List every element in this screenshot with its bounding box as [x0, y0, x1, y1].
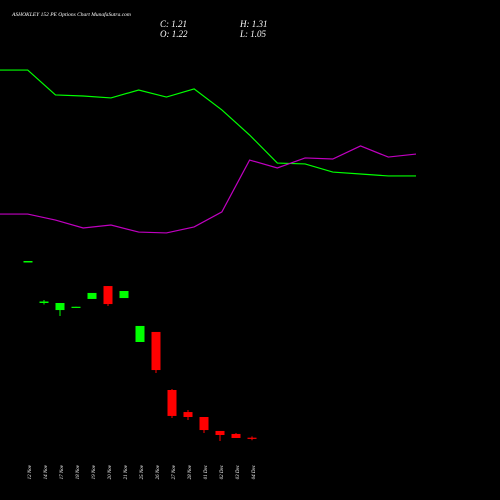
x-tick-label: 21 Nov: [124, 464, 129, 479]
candle-body: [151, 331, 161, 371]
ohlc-label: H: 1.31: [239, 19, 268, 29]
ohlc-label: C: 1.21: [160, 19, 187, 29]
x-tick-label: 25 Nov: [140, 464, 145, 479]
candle-body: [71, 306, 81, 308]
candle-body: [183, 412, 193, 417]
x-tick-label: 19 Nov: [92, 464, 97, 479]
candle-body: [23, 261, 33, 263]
x-tick-label: 03 Dec: [236, 464, 241, 479]
candle-body: [135, 325, 145, 342]
candle-body: [199, 417, 209, 431]
chart-title: ASHOKLEY 152 PE Options Chart MunafaSutr…: [11, 11, 131, 18]
candle-body: [119, 291, 129, 299]
x-tick-label: 17 Nov: [60, 464, 65, 479]
candle-body: [87, 292, 97, 299]
x-tick-label: 04 Dec: [252, 464, 257, 479]
x-tick-label: 02 Dec: [220, 464, 225, 479]
candle-body: [215, 430, 225, 435]
x-tick-label: 27 Nov: [172, 464, 177, 479]
x-tick-label: 26 Nov: [156, 464, 161, 479]
x-tick-label: 01 Dec: [204, 464, 209, 479]
line-series: [0, 69, 416, 177]
candle-body: [231, 433, 241, 438]
candle-body: [167, 390, 177, 416]
x-tick-label: 12 Nov: [28, 464, 33, 479]
x-tick-label: 20 Nov: [108, 464, 113, 479]
ohlc-label: L: 1.05: [239, 29, 267, 39]
candle-body: [103, 286, 113, 305]
ohlc-label: O: 1.22: [160, 29, 188, 39]
line-series: [0, 145, 417, 234]
candle-body: [39, 301, 49, 303]
candle-body: [247, 437, 257, 439]
candle-body: [55, 303, 65, 311]
x-tick-label: 18 Nov: [76, 464, 81, 479]
x-tick-label: 28 Nov: [188, 464, 193, 479]
x-tick-label: 14 Nov: [44, 464, 49, 479]
